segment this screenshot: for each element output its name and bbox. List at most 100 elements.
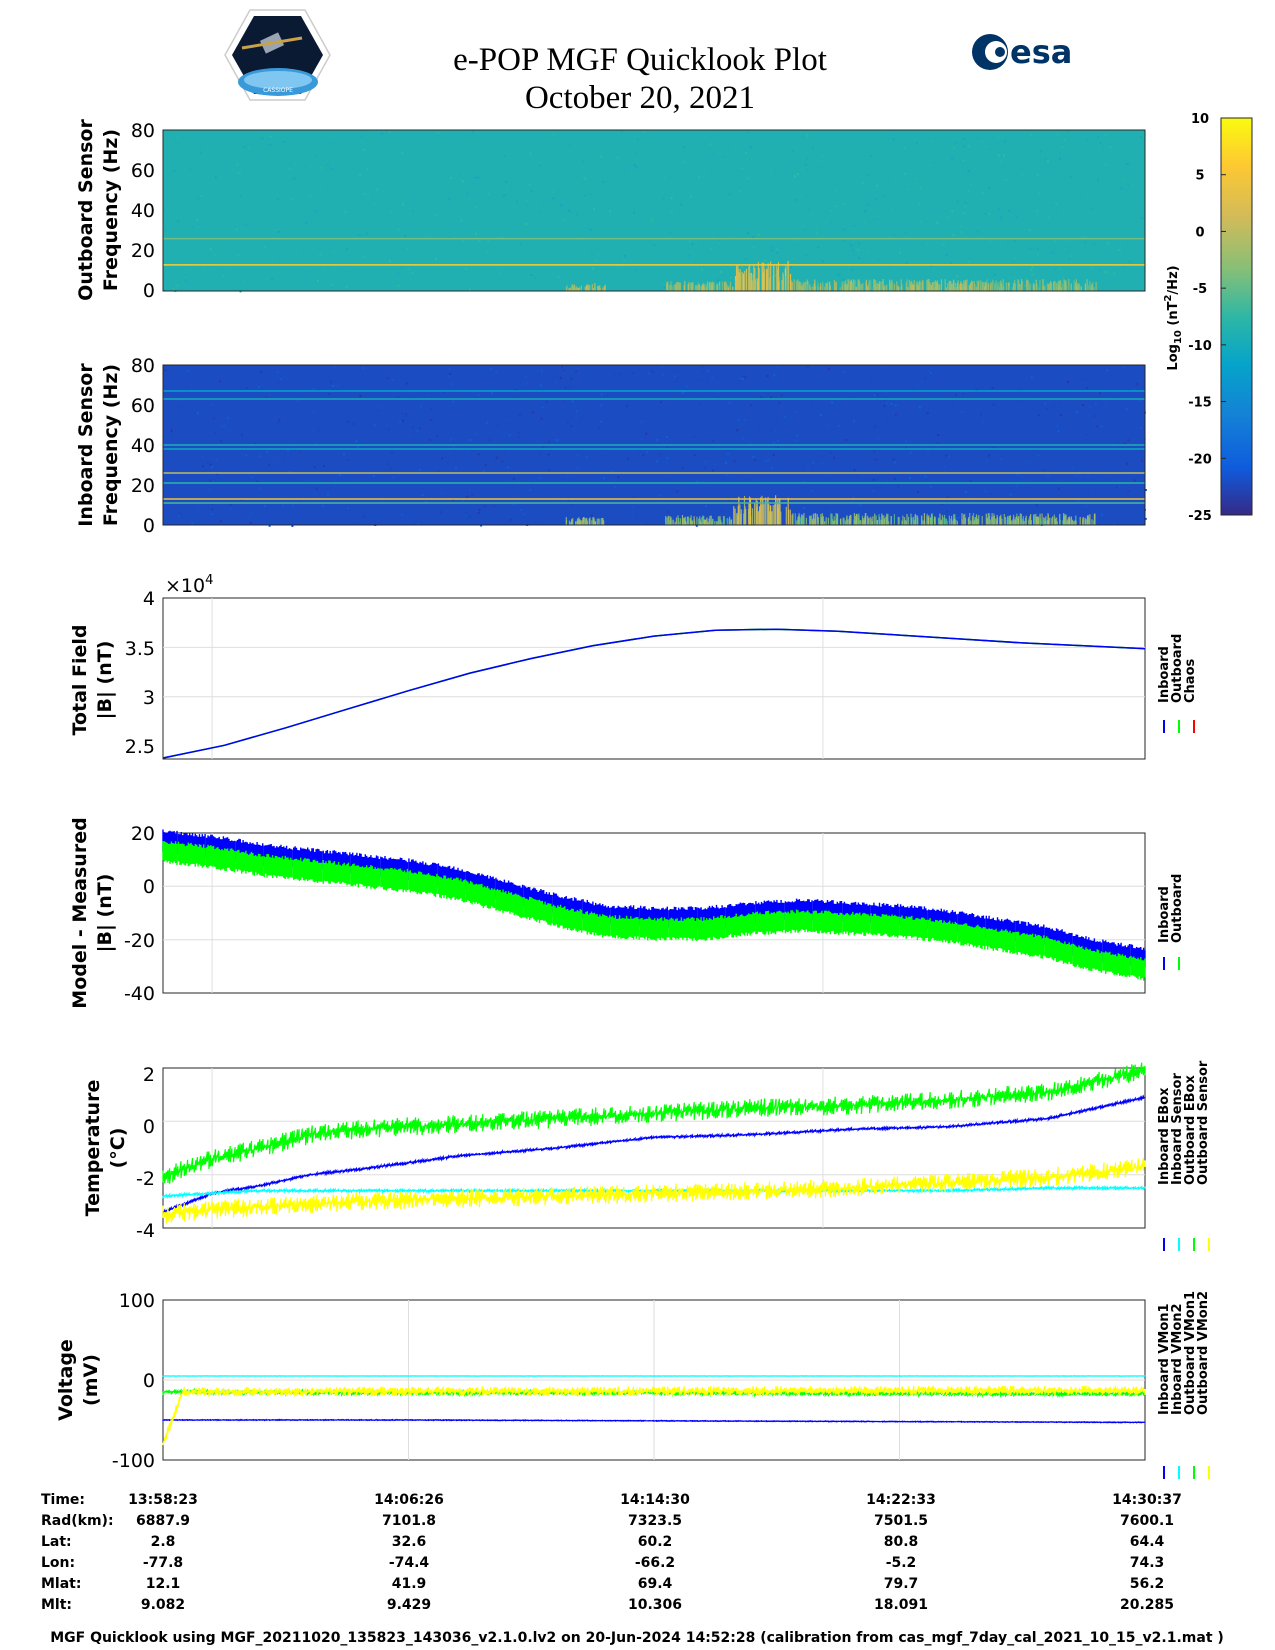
spectrogram-pixel: [361, 135, 364, 138]
spectrogram-pixel: [884, 367, 887, 369]
spectrogram-pixel: [245, 387, 248, 389]
spectrogram-activity: [977, 518, 979, 525]
spectrogram-activity: [893, 283, 895, 291]
spectrogram-activity: [742, 273, 744, 291]
spectrogram-pixel: [347, 458, 350, 461]
spectrogram-activity: [1002, 279, 1004, 291]
spectrogram-activity: [930, 285, 932, 291]
spectrogram-pixel: [245, 232, 248, 235]
table-cell: 9.082: [141, 1597, 185, 1613]
total-field-ytick-4: 4: [143, 588, 155, 610]
spectrogram-activity: [738, 496, 740, 525]
spectrogram-pixel: [633, 164, 636, 167]
spectrogram-pixel: [249, 522, 252, 524]
spectrogram-pixel: [484, 463, 487, 466]
spectrogram-pixel: [627, 457, 630, 460]
spectrogram-activity: [861, 521, 863, 525]
colorbar-label: Log10 (nT2/Hz): [1163, 265, 1184, 370]
spectrogram-pixel: [449, 438, 452, 441]
spectrogram-pixel: [1025, 486, 1028, 489]
spectrogram-pixel: [960, 240, 963, 242]
spectrogram-pixel: [237, 456, 239, 459]
spectrogram-pixel: [397, 284, 400, 287]
spectrogram-pixel: [1037, 182, 1040, 185]
spectrogram-pixel: [834, 189, 837, 192]
spectrogram-pixel: [1113, 272, 1116, 275]
spectrogram-pixel: [852, 382, 855, 385]
spectrogram-pixel: [334, 366, 337, 369]
spectrogram-pixel: [536, 369, 539, 372]
spectrogram-activity: [603, 520, 605, 525]
spectrogram-pixel: [448, 236, 451, 239]
spectrogram-pixel: [967, 190, 970, 193]
spectrogram-activity: [825, 286, 827, 291]
spectrogram-pixel: [733, 460, 736, 463]
total-field-ytick-3.5: 3.5: [125, 638, 155, 660]
spectrogram-pixel: [893, 234, 896, 237]
spectrogram-pixel: [270, 159, 273, 162]
spectrogram-pixel: [1111, 191, 1114, 194]
spectrogram-pixel: [421, 494, 424, 497]
spectrogram-pixel: [377, 281, 380, 284]
spectrogram-pixel: [997, 280, 1000, 283]
spectrogram-pixel: [329, 481, 332, 484]
spectrogram-pixel: [853, 468, 856, 471]
spectrogram-pixel: [676, 490, 679, 493]
spectrogram-activity: [778, 498, 781, 525]
spectrogram-pixel: [823, 518, 826, 521]
spectrogram-activity: [575, 287, 577, 291]
spectrogram-pixel: [309, 166, 312, 168]
spectrogram-pixel: [363, 256, 366, 259]
spectrogram-pixel: [746, 131, 749, 134]
spectrogram-activity: [857, 279, 859, 291]
spectrogram-pixel: [948, 252, 951, 255]
model-band-outboard: [162, 841, 1146, 981]
spectrogram-pixel: [1068, 258, 1071, 260]
spectrogram-pixel: [744, 257, 747, 260]
spectrogram-pixel: [561, 375, 564, 377]
footer-note: MGF Quicklook using MGF_20211020_135823_…: [50, 1630, 1224, 1646]
spectrogram-activity: [707, 281, 709, 291]
spectrogram-pixel: [248, 517, 251, 520]
spectrogram-pixel: [957, 516, 960, 519]
spectrogram-pixel: [1107, 244, 1110, 247]
spectrogram-pixel: [294, 162, 297, 165]
spectrogram-pixel: [314, 493, 317, 496]
spectrogram-activity: [806, 284, 808, 291]
legend-label-outboard-vmon2: Outboard VMon2: [1196, 1291, 1211, 1415]
spectrogram-pixel: [164, 486, 167, 489]
table-cell: 18.091: [874, 1597, 928, 1613]
spectrogram-pixel: [631, 372, 634, 375]
inboard-ytick-60: 60: [131, 395, 155, 417]
spectrogram-pixel: [825, 506, 828, 509]
outboard-ytick-80: 80: [131, 120, 155, 142]
spectrogram-pixel: [710, 247, 713, 250]
spectrogram-pixel: [184, 279, 187, 282]
spectrogram-activity: [672, 519, 674, 525]
spectrogram-pixel: [705, 184, 708, 187]
table-cell: 41.9: [392, 1576, 427, 1592]
spectrogram-pixel: [659, 401, 662, 404]
spectrogram-pixel: [475, 232, 478, 235]
spectrogram-pixel: [465, 511, 468, 514]
spectrogram-activity: [1084, 287, 1086, 291]
spectrogram-activity: [764, 497, 766, 525]
spectrogram-pixel: [654, 262, 657, 265]
spectrogram-pixel: [505, 419, 508, 422]
spectrogram-pixel: [956, 200, 959, 203]
spectrogram-pixel: [776, 447, 779, 450]
spectrogram-pixel: [495, 457, 498, 460]
spectrogram-pixel: [848, 265, 850, 268]
spectrogram-pixel: [725, 462, 728, 464]
spectrogram-pixel: [466, 192, 468, 195]
spectrogram-pixel: [469, 288, 472, 291]
spectrogram-pixel: [845, 439, 848, 442]
model-ylabel-2: |B| (nT): [94, 874, 116, 953]
spectrogram-pixel: [471, 130, 474, 133]
spectrogram-activity: [868, 280, 870, 291]
spectrogram-pixel: [587, 500, 590, 503]
spectrogram-pixel: [829, 473, 831, 476]
table-cell: 14:14:30: [620, 1492, 690, 1508]
spectrogram-pixel: [631, 506, 634, 508]
spectrogram-pixel: [208, 488, 211, 491]
